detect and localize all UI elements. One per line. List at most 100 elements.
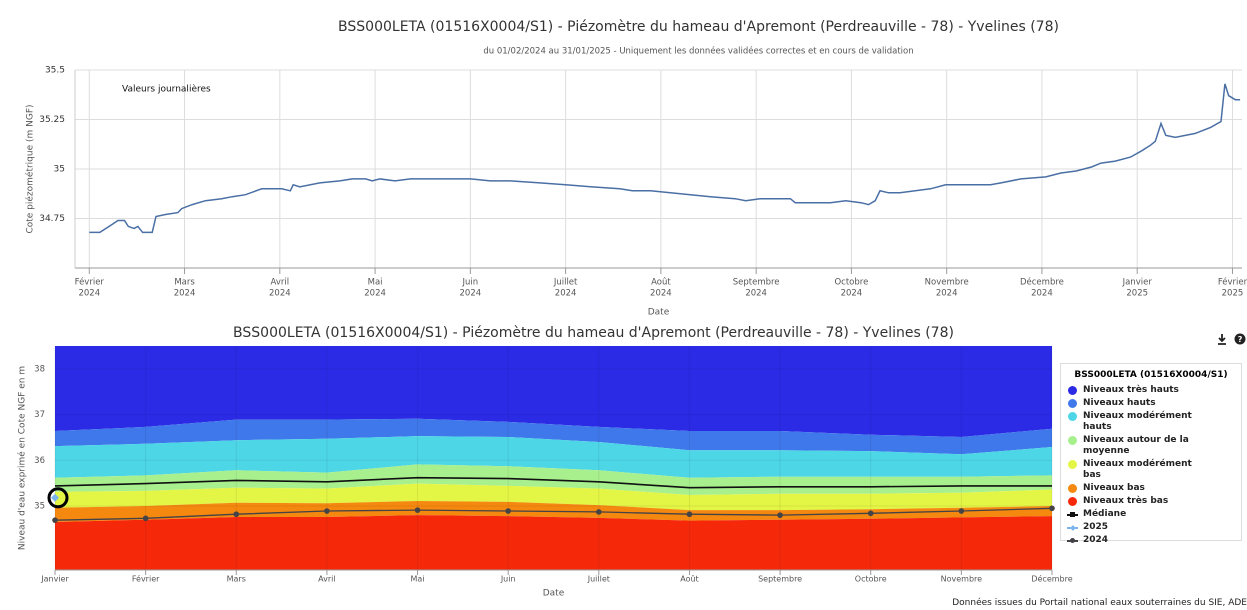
series-line: [54, 476, 1052, 489]
band-area: [55, 515, 1052, 570]
x-tick-sublabel: 2024: [364, 289, 386, 299]
legend-label: Niveaux hauts: [1083, 398, 1156, 408]
point: [51, 493, 59, 502]
y-tick-label: 35.25: [39, 115, 65, 125]
x-tick-sublabel: 2024: [745, 289, 767, 299]
point: [686, 511, 693, 518]
band-area: [55, 418, 1052, 455]
svg-text:?: ?: [1238, 335, 1243, 344]
legend-symbol: [1067, 435, 1083, 446]
annotation: Valeurs journalières: [122, 84, 211, 95]
legend-item[interactable]: Niveaux très bas: [1067, 496, 1235, 507]
legend-symbol: [1067, 522, 1083, 533]
x-tick-sublabel: 2024: [174, 289, 196, 299]
point: [867, 510, 874, 517]
legend: BSS000LETA (01516X0004/S1) Niveaux très h…: [1060, 363, 1242, 545]
help-icon[interactable]: ?: [1234, 333, 1246, 345]
point: [414, 507, 421, 513]
point: [958, 508, 965, 514]
legend-symbol: [1067, 483, 1083, 494]
legend-item[interactable]: 2025: [1067, 522, 1235, 533]
legend-item[interactable]: Niveaux modérément hauts: [1067, 411, 1235, 433]
x-tick-label: Septembre: [758, 575, 802, 584]
legend-symbol: [1067, 509, 1083, 520]
x-tick-label: Août: [651, 278, 671, 288]
chart-subtitle: du 01/02/2024 au 31/01/2025 - Uniquement…: [483, 46, 913, 57]
x-tick-sublabel: 2025: [1222, 289, 1244, 299]
x-tick-label: Janvier: [1122, 278, 1153, 288]
highlight-ring: [47, 487, 69, 509]
legend-symbol: [1067, 535, 1083, 546]
x-tick-label: Novembre: [941, 575, 983, 584]
y-tick-label: 36: [34, 456, 45, 466]
point: [142, 515, 149, 522]
point: [324, 508, 330, 514]
y-tick-label: 37: [34, 410, 45, 420]
x-tick-sublabel: 2024: [1031, 289, 1053, 299]
point: [52, 517, 58, 523]
point: [233, 511, 240, 518]
y-tick-label: 38: [34, 364, 45, 374]
y-tick-label: 34.75: [39, 214, 65, 224]
point: [777, 512, 783, 518]
x-tick-label: Janvier: [40, 575, 69, 584]
download-icon[interactable]: [1218, 334, 1226, 345]
band-area: [55, 436, 1052, 478]
footer: Données issues du Portail national eaux …: [952, 598, 1247, 608]
x-tick-label: Août: [680, 575, 698, 584]
x-tick-label: Avril: [318, 575, 335, 584]
x-tick-label: Octobre: [855, 575, 887, 584]
x-tick-label: Octobre: [834, 278, 868, 288]
x-tick-sublabel: 2024: [650, 289, 672, 299]
legend-label: 2025: [1083, 522, 1109, 532]
legend-item[interactable]: 2024: [1067, 535, 1235, 546]
legend-item[interactable]: Niveaux très hauts: [1067, 385, 1235, 396]
legend-symbol: [1067, 411, 1083, 422]
y-axis-label: Niveau d'eau exprimé en Cote NGF en m: [17, 366, 28, 550]
x-tick-label: Juin: [500, 575, 516, 584]
x-tick-label: Mai: [411, 575, 425, 584]
series-line: [54, 507, 1053, 521]
legend-item[interactable]: Niveaux modérément bas: [1067, 459, 1235, 481]
y-tick-label: 35: [34, 502, 45, 512]
chart-title: BSS000LETA (01516X0004/S1) - Piézomètre …: [233, 325, 954, 341]
x-tick-label: Mars: [227, 575, 246, 584]
x-tick-label: Mai: [368, 278, 383, 288]
legend-item[interactable]: Niveaux hauts: [1067, 398, 1235, 409]
band-area: [55, 483, 1052, 511]
legend-symbol: [1067, 398, 1083, 409]
y-axis-label: Cote piézométrique (m NGF): [25, 104, 36, 233]
x-tick-label: Avril: [271, 278, 290, 288]
x-tick-label: Février: [75, 277, 105, 288]
legend-item[interactable]: Niveaux autour de la moyenne: [1067, 435, 1235, 457]
point: [596, 509, 602, 515]
legend-label: Niveaux modérément bas: [1083, 459, 1192, 480]
legend-label: Niveaux très hauts: [1083, 385, 1179, 395]
legend-label: Niveaux autour de la moyenne: [1083, 435, 1189, 456]
legend-symbol: [1067, 459, 1083, 470]
legend-item[interactable]: Niveaux bas: [1067, 483, 1235, 494]
legend-symbol: [1067, 385, 1083, 396]
x-tick-label: Septembre: [733, 278, 780, 288]
x-tick-sublabel: 2024: [78, 289, 100, 299]
x-tick-label: Novembre: [925, 278, 969, 288]
legend-label: Médiane: [1083, 509, 1127, 519]
x-tick-sublabel: 2024: [841, 289, 863, 299]
legend-label: Niveaux très bas: [1083, 496, 1169, 506]
legend-item[interactable]: Médiane: [1067, 509, 1235, 520]
x-tick-label: Février: [1218, 277, 1247, 288]
legend-label: Niveaux modérément hauts: [1083, 411, 1192, 432]
point: [1049, 505, 1055, 512]
x-tick-label: Décembre: [1020, 277, 1064, 288]
data-line: [89, 83, 1241, 234]
y-tick-label: 35: [54, 165, 65, 175]
legend-title: BSS000LETA (01516X0004/S1): [1074, 370, 1228, 380]
x-tick-sublabel: 2025: [1126, 289, 1148, 299]
x-tick-label: Mars: [174, 278, 195, 288]
x-axis-label: Date: [543, 589, 565, 599]
x-tick-sublabel: 2024: [269, 289, 291, 299]
legend-label: 2024: [1083, 535, 1109, 545]
band-area: [55, 346, 1052, 437]
